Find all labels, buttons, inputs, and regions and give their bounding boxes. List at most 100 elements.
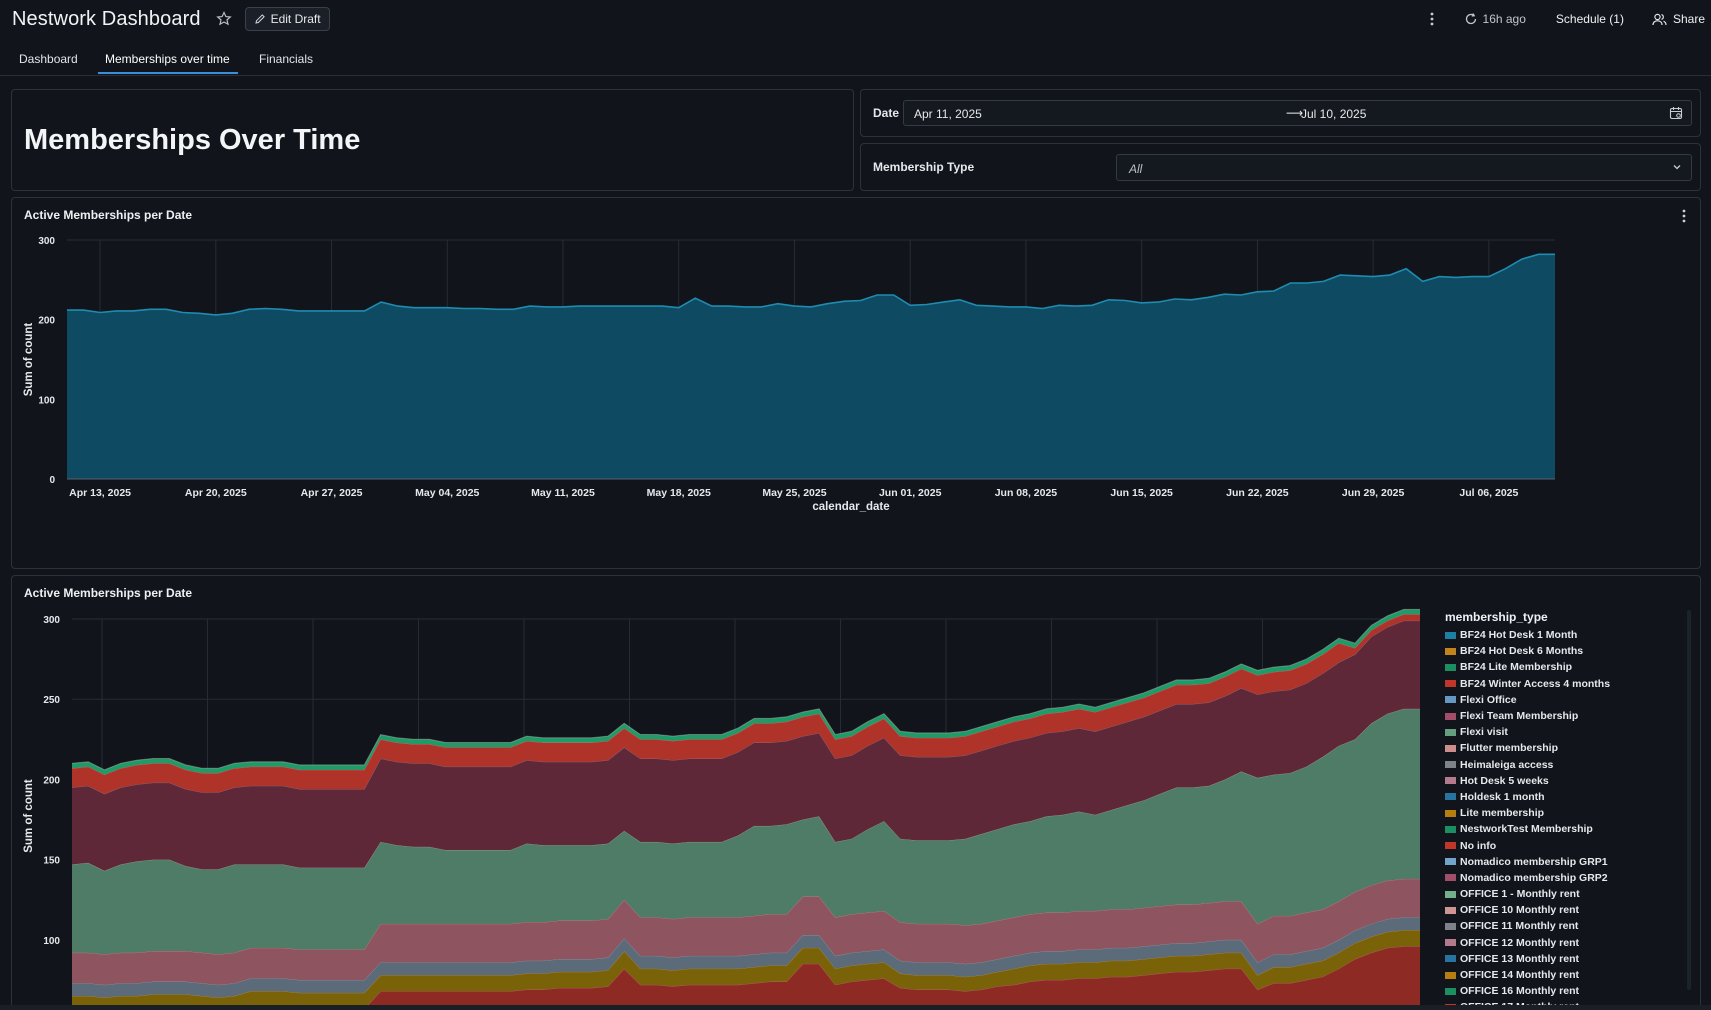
chart2-ylabel: Sum of count (23, 779, 35, 853)
refresh-label: 16h ago (1482, 12, 1526, 26)
legend-item[interactable]: OFFICE 16 Monthly rent (1445, 983, 1695, 999)
legend-item[interactable]: OFFICE 11 Monthly rent (1445, 918, 1695, 934)
date-to-value[interactable]: Jul 10, 2025 (1301, 107, 1367, 121)
legend-swatch (1445, 906, 1456, 914)
chart1-xtick-label: Jun 22, 2025 (1226, 487, 1289, 499)
legend-swatch (1445, 825, 1456, 833)
chart1-ytick-label: 200 (38, 316, 55, 327)
legend-item[interactable]: Hot Desk 5 weeks (1445, 773, 1695, 789)
legend-item[interactable]: Nomadico membership GRP1 (1445, 854, 1695, 870)
star-icon[interactable] (215, 10, 233, 28)
chart2-ytick-label: 150 (43, 856, 60, 867)
chart2-series-area (72, 917, 1420, 998)
share-button[interactable]: Share (1652, 12, 1705, 26)
legend-label: NestworkTest Membership (1460, 823, 1593, 836)
date-from-value[interactable]: Apr 11, 2025 (914, 107, 982, 121)
legend-swatch (1445, 696, 1456, 704)
legend-swatch (1445, 971, 1456, 979)
legend-swatch (1445, 809, 1456, 817)
legend-item[interactable]: OFFICE 13 Monthly rent (1445, 951, 1695, 967)
chart2-series-area (72, 878, 1420, 985)
legend-swatch (1445, 680, 1456, 688)
legend-label: OFFICE 1 - Monthly rent (1460, 888, 1580, 901)
edit-draft-label: Edit Draft (270, 12, 321, 26)
legend-label: Flexi Team Membership (1460, 710, 1579, 723)
refresh-icon (1465, 13, 1476, 25)
date-filter-label: Date (873, 106, 900, 120)
legend-label: Nomadico membership GRP1 (1460, 855, 1608, 868)
chart-active-memberships-by-type: Active Memberships per Date 100 150 200 250… (11, 575, 1701, 1010)
chart1-ylabel: Sum of count (23, 323, 35, 397)
schedule-button[interactable]: Schedule (1) (1555, 12, 1624, 26)
pencil-icon (254, 14, 265, 24)
legend-swatch (1445, 777, 1456, 785)
bottom-scroll-track (0, 1005, 1711, 1010)
legend-item[interactable]: Flutter membership (1445, 740, 1695, 756)
legend-item[interactable]: Nomadico membership GRP2 (1445, 870, 1695, 886)
legend-scrollbar[interactable] (1687, 610, 1691, 990)
legend-item[interactable]: Flexi visit (1445, 724, 1695, 740)
legend-swatch (1445, 842, 1456, 850)
tab-memberships-over-time[interactable]: Memberships over time (105, 52, 230, 66)
chart2-plot[interactable]: 100 150 200 250 300 Sum of count (12, 576, 1432, 1006)
legend-label: OFFICE 14 Monthly rent (1460, 969, 1580, 982)
legend-item[interactable]: BF24 Hot Desk 6 Months (1445, 643, 1695, 659)
legend-item[interactable]: Heimaleiga access (1445, 757, 1695, 773)
chart2-series-area (72, 930, 1420, 1006)
legend-swatch (1445, 712, 1456, 720)
chart2-ytick-label: 100 (43, 936, 60, 947)
legend-item[interactable]: Flexi Team Membership (1445, 708, 1695, 724)
legend-item[interactable]: OFFICE 12 Monthly rent (1445, 935, 1695, 951)
legend-item[interactable]: BF24 Hot Desk 1 Month (1445, 627, 1695, 643)
edit-draft-button[interactable]: Edit Draft (244, 7, 330, 31)
legend-item[interactable]: OFFICE 14 Monthly rent (1445, 967, 1695, 983)
chevron-down-icon (1673, 165, 1681, 170)
more-options-icon[interactable] (1420, 7, 1444, 31)
active-tab-indicator (98, 72, 238, 74)
legend-swatch (1445, 793, 1456, 801)
chart1-plot[interactable]: 0 100 200 300 Apr 13, 2025 Apr 20, 2025 Apr 27… (12, 198, 1700, 568)
legend-item[interactable]: Flexi Office (1445, 692, 1695, 708)
chart2-series-area (366, 946, 1420, 1006)
tab-dashboard[interactable]: Dashboard (19, 52, 78, 66)
chart2-ytick-label: 300 (43, 615, 60, 626)
calendar-icon[interactable] (1669, 106, 1683, 120)
legend-label: OFFICE 13 Monthly rent (1460, 952, 1580, 965)
legend-item[interactable]: OFFICE 1 - Monthly rent (1445, 886, 1695, 902)
refresh-button[interactable]: 16h ago (1464, 12, 1526, 26)
chart-menu-icon[interactable] (1676, 208, 1692, 224)
membership-type-select[interactable]: All (1116, 154, 1692, 181)
chart2-title: Active Memberships per Date (24, 586, 193, 600)
chart1-ytick-label: 0 (49, 475, 55, 486)
legend-swatch (1445, 890, 1456, 898)
chart1-ytick-label: 100 (38, 395, 55, 406)
chart1-title: Active Memberships per Date (24, 208, 193, 222)
date-range-picker[interactable]: Apr 11, 2025 ⟶ Jul 10, 2025 (903, 100, 1692, 126)
legend-item[interactable]: BF24 Lite Membership (1445, 659, 1695, 675)
chart2-series-area (72, 620, 1420, 871)
chart2-series-line (71, 708, 1420, 872)
chart2-series-area (72, 614, 1420, 794)
chart2-legend: membership_type BF24 Hot Desk 1 Month BF2… (1445, 610, 1695, 1010)
tab-bar: Dashboard Memberships over time Financia… (0, 46, 1711, 76)
legend-swatch (1445, 858, 1456, 866)
legend-item[interactable]: BF24 Winter Access 4 months (1445, 676, 1695, 692)
legend-item[interactable]: NestworkTest Membership (1445, 821, 1695, 837)
chart1-xtick-label: Apr 20, 2025 (185, 487, 247, 499)
tab-financials[interactable]: Financials (259, 52, 314, 66)
legend-item[interactable]: No info (1445, 837, 1695, 853)
legend-label: BF24 Lite Membership (1460, 661, 1573, 674)
legend-label: BF24 Hot Desk 6 Months (1460, 645, 1584, 658)
legend-item[interactable]: Lite membership (1445, 805, 1695, 821)
legend-swatch (1445, 987, 1456, 995)
legend-label: Holdesk 1 month (1460, 790, 1545, 803)
legend-item[interactable]: Holdesk 1 month (1445, 789, 1695, 805)
legend-item[interactable]: OFFICE 10 Monthly rent (1445, 902, 1695, 918)
legend-label: OFFICE 16 Monthly rent (1460, 985, 1580, 998)
chart-active-memberships: Active Memberships per Date 0 100 200 300 Ap… (11, 197, 1701, 569)
legend-label: OFFICE 12 Monthly rent (1460, 936, 1580, 949)
page-title: Memberships Over Time (24, 124, 361, 156)
top-actions: 16h ago Schedule (1) Share (1420, 0, 1711, 38)
legend-swatch (1445, 647, 1456, 655)
chart1-xtick-label: Jun 01, 2025 (879, 487, 942, 499)
